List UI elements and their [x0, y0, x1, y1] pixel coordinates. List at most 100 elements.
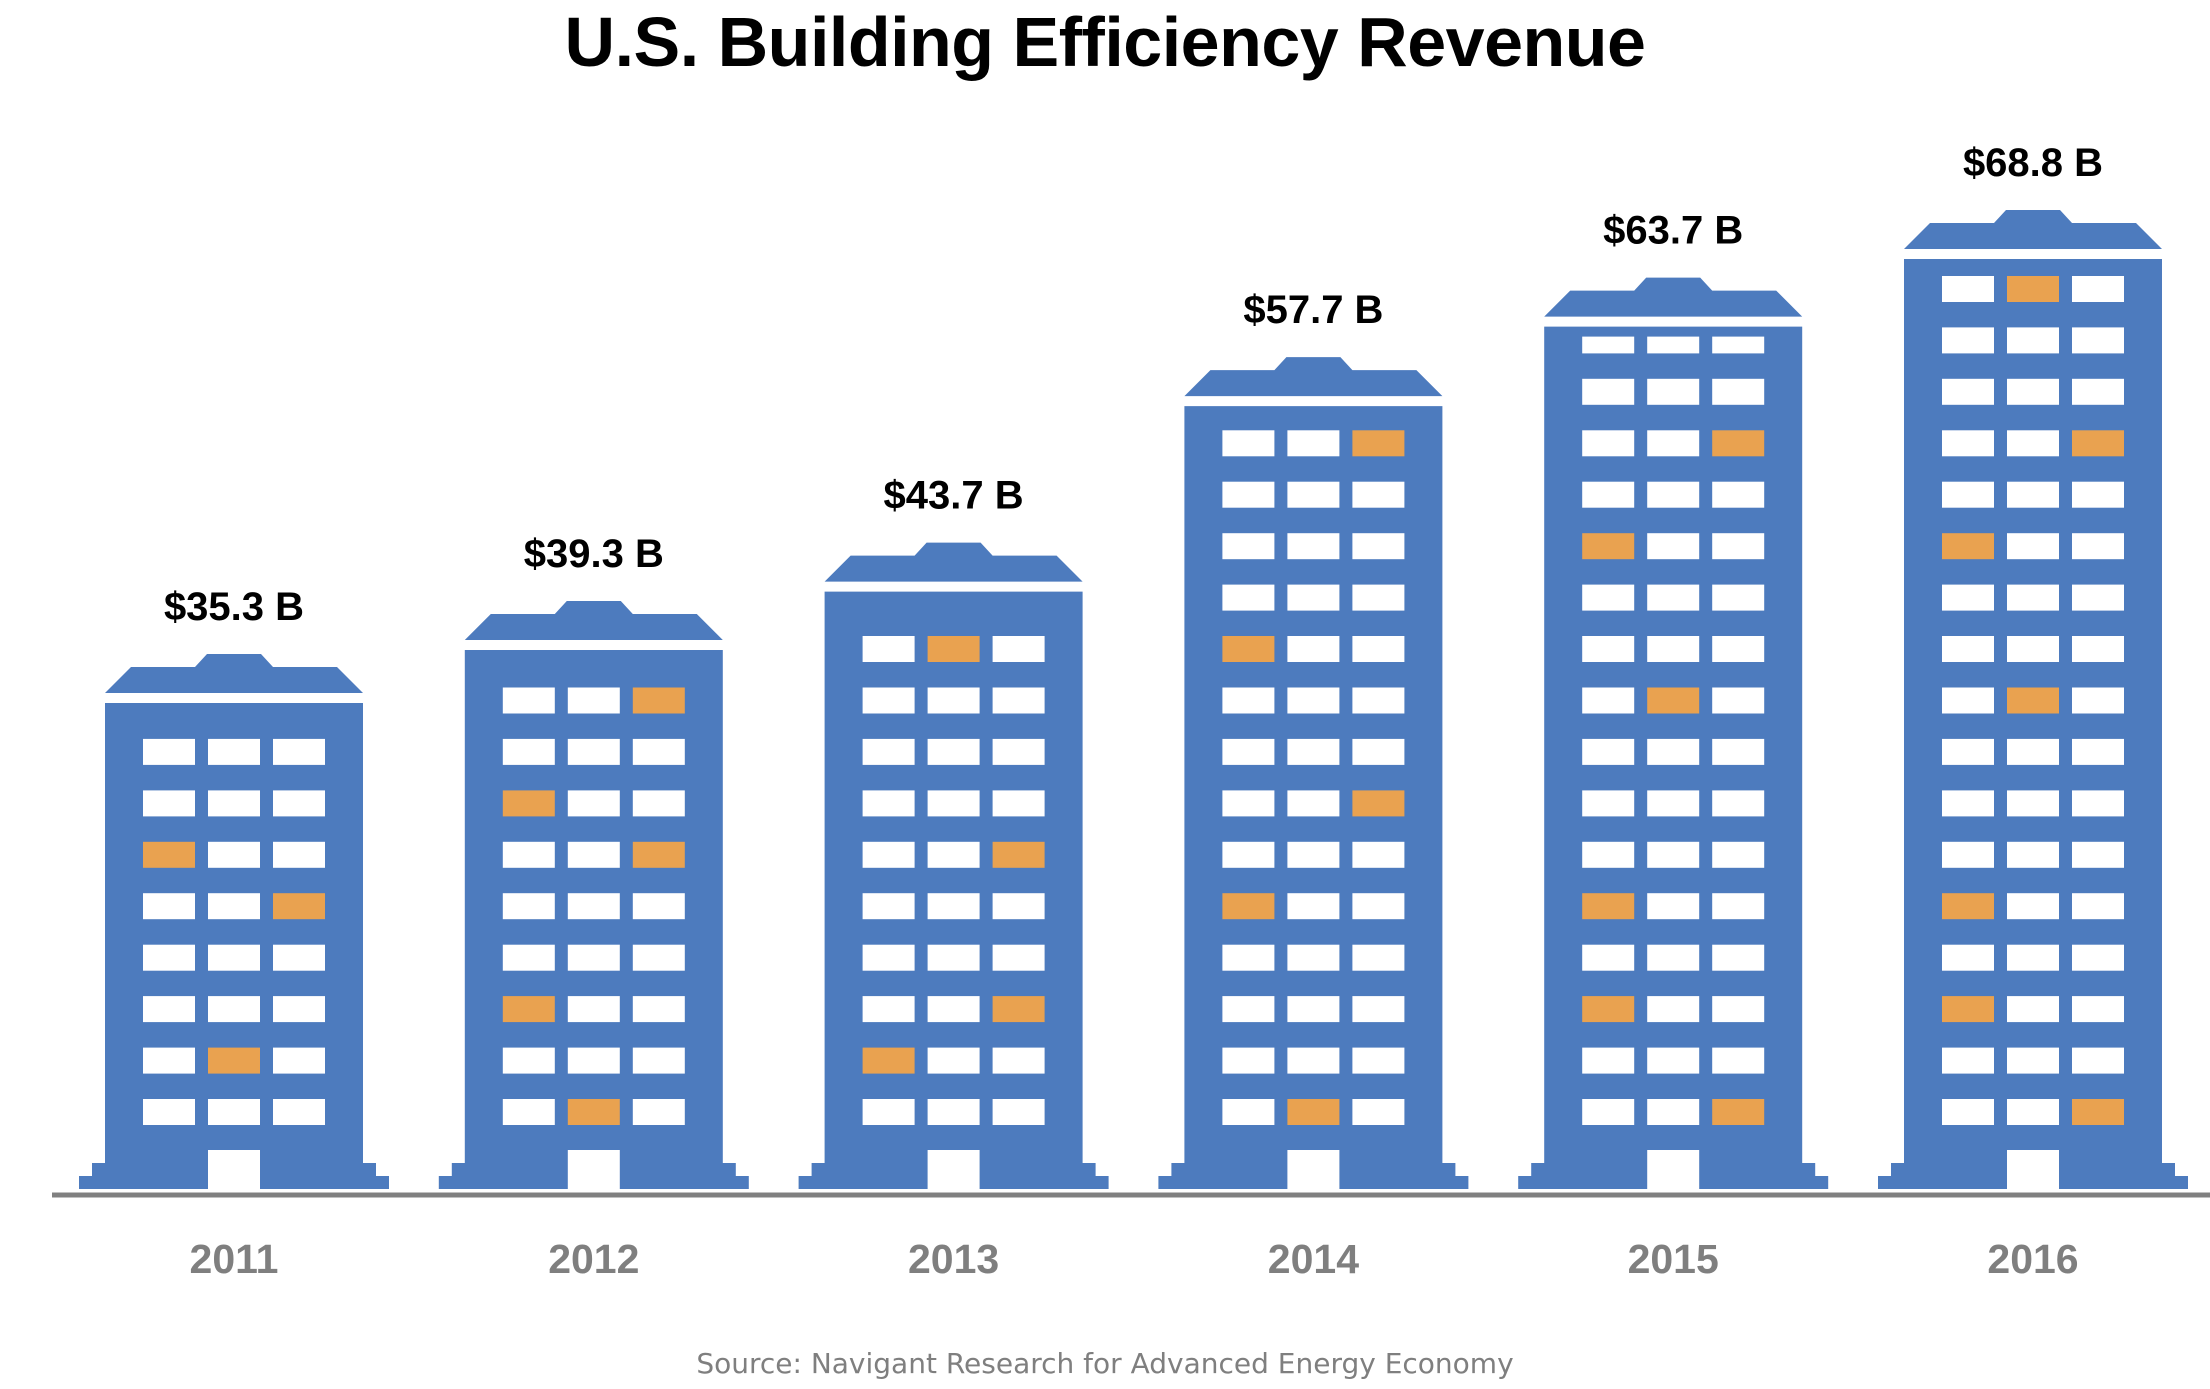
window — [1222, 790, 1275, 817]
window — [1942, 1099, 1994, 1125]
window — [1222, 481, 1275, 508]
window — [1712, 584, 1765, 611]
window — [2007, 481, 2059, 508]
window — [1712, 738, 1765, 765]
window — [567, 687, 620, 714]
window — [632, 790, 685, 817]
window — [1942, 481, 1994, 508]
window — [567, 1047, 620, 1074]
window — [1287, 790, 1340, 817]
window — [2072, 378, 2124, 405]
window — [1712, 533, 1765, 560]
window — [1712, 336, 1765, 354]
window — [143, 893, 195, 920]
window — [1222, 533, 1275, 560]
window — [632, 1047, 685, 1074]
window — [208, 738, 260, 765]
window-lit — [208, 1047, 260, 1074]
window — [1287, 841, 1340, 868]
window-lit — [1582, 893, 1635, 920]
window-lit — [1287, 1099, 1340, 1125]
window — [632, 738, 685, 765]
window — [992, 738, 1045, 765]
source-note: Source: Navigant Research for Advanced E… — [696, 1347, 1514, 1380]
window — [927, 1099, 980, 1125]
window — [1647, 944, 1700, 971]
window — [992, 944, 1045, 971]
window — [2072, 841, 2124, 868]
window-lit — [1712, 1099, 1765, 1125]
window — [567, 841, 620, 868]
labels: $35.3 B 2011 $39.3 B 2012 $43.7 B 2013 $57.7 B… — [164, 141, 2103, 1282]
window-lit — [273, 893, 325, 920]
window — [2072, 893, 2124, 920]
window-lit — [2007, 276, 2059, 302]
window — [1352, 1047, 1405, 1074]
window — [1942, 327, 1994, 354]
window — [1352, 533, 1405, 560]
window — [1647, 430, 1700, 457]
window — [1712, 687, 1765, 714]
window — [1647, 1047, 1700, 1074]
window — [862, 1099, 915, 1125]
window — [1287, 636, 1340, 662]
window — [273, 944, 325, 971]
window — [273, 1099, 325, 1125]
bars — [79, 210, 2188, 1190]
window — [1222, 687, 1275, 714]
window — [1712, 1047, 1765, 1074]
window — [1942, 687, 1994, 714]
window — [1582, 738, 1635, 765]
window — [1712, 790, 1765, 817]
window — [1712, 841, 1765, 868]
bar-building — [1878, 210, 2188, 1189]
window — [1647, 893, 1700, 920]
window — [273, 738, 325, 765]
window-lit — [1712, 430, 1765, 457]
window — [1647, 336, 1700, 354]
window — [1942, 584, 1994, 611]
window — [862, 636, 915, 662]
window — [273, 790, 325, 817]
window-lit — [992, 996, 1045, 1023]
window — [632, 893, 685, 920]
window — [502, 944, 555, 971]
window — [1352, 636, 1405, 662]
window — [1647, 533, 1700, 560]
building-roof — [464, 600, 723, 640]
window — [862, 944, 915, 971]
window — [927, 893, 980, 920]
window — [1647, 1099, 1700, 1125]
window — [1942, 430, 1994, 457]
window — [632, 1099, 685, 1125]
window — [1712, 636, 1765, 662]
window — [1287, 944, 1340, 971]
window-lit — [2007, 687, 2059, 714]
window-lit — [1222, 636, 1275, 662]
window — [208, 893, 260, 920]
window — [2072, 738, 2124, 765]
window — [2072, 636, 2124, 662]
window — [1942, 790, 1994, 817]
window — [2007, 841, 2059, 868]
window — [502, 687, 555, 714]
window — [1287, 1047, 1340, 1074]
data-label: $68.8 B — [1963, 141, 2103, 185]
window — [1287, 687, 1340, 714]
window — [143, 790, 195, 817]
window — [208, 996, 260, 1023]
window — [1582, 430, 1635, 457]
window — [862, 738, 915, 765]
window-lit — [567, 1099, 620, 1125]
bar-building — [79, 654, 389, 1189]
building-roof — [1544, 277, 1803, 317]
window — [927, 1047, 980, 1074]
window — [2007, 1047, 2059, 1074]
window — [1712, 481, 1765, 508]
window — [1352, 841, 1405, 868]
data-label: $35.3 B — [164, 585, 304, 629]
window — [502, 893, 555, 920]
data-label: $43.7 B — [884, 474, 1024, 518]
window — [1352, 738, 1405, 765]
